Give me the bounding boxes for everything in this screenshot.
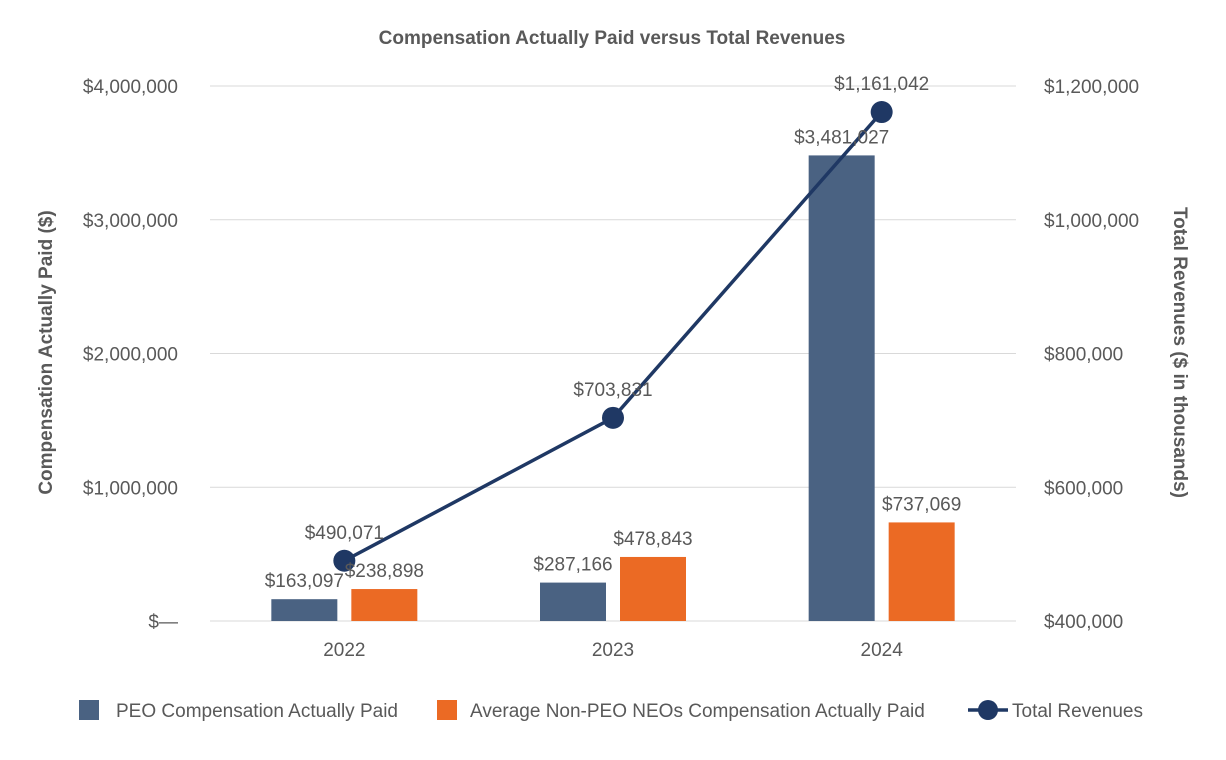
bars	[271, 155, 955, 621]
data-label-revenue: $1,161,042	[834, 74, 929, 95]
bar-neo-2023	[620, 556, 686, 621]
legend-swatch-peo	[79, 700, 99, 720]
right-tick-label: $800,000	[1044, 345, 1123, 366]
legend-label: PEO Compensation Actually Paid	[116, 701, 398, 722]
right-tick-label: $1,200,000	[1044, 77, 1139, 98]
revenue-line	[333, 101, 893, 572]
left-tick-label: $3,000,000	[83, 211, 178, 232]
left-axis-title: Compensation Actually Paid ($)	[36, 210, 57, 494]
gridlines	[210, 85, 1016, 622]
left-tick-label: $1,000,000	[83, 478, 178, 499]
x-tick-label: 2023	[592, 640, 634, 661]
data-labels: $163,097 $287,166 $3,481,027 $238,898 $478,8…	[265, 74, 962, 592]
right-tick-label: $400,000	[1044, 612, 1123, 633]
revenue-line-path	[343, 110, 883, 563]
revenue-point-2023	[602, 406, 624, 429]
left-tick-label: $—	[148, 612, 178, 633]
data-label-peo: $3,481,027	[794, 127, 889, 148]
legend-label: Average Non-PEO NEOs Compensation Actual…	[470, 701, 925, 722]
legend-swatch-neo	[437, 700, 457, 720]
legend-swatch-revenue-marker	[978, 700, 998, 720]
data-label-neo: $737,069	[882, 494, 961, 515]
right-axis-title: Total Revenues ($ in thousands)	[1169, 207, 1190, 498]
legend-label: Total Revenues	[1012, 701, 1143, 722]
data-label-peo: $287,166	[533, 555, 612, 576]
left-tick-label: $2,000,000	[83, 345, 178, 366]
x-axis-ticks: 2022 2023 2024	[323, 640, 903, 661]
bar-peo-2024	[808, 155, 875, 621]
x-tick-label: 2022	[323, 640, 365, 661]
data-label-revenue: $490,071	[305, 523, 384, 544]
bar-peo-2023	[540, 582, 606, 621]
right-axis-ticks: $400,000 $600,000 $800,000 $1,000,000 $1,200…	[1044, 77, 1139, 633]
legend: PEO Compensation Actually Paid Average No…	[79, 700, 1143, 722]
revenue-point-2024	[870, 101, 893, 124]
data-label-peo: $163,097	[265, 571, 344, 592]
data-label-revenue: $703,831	[573, 380, 652, 401]
left-axis-ticks: $— $1,000,000 $2,000,000 $3,000,000 $4,000,0…	[83, 77, 178, 633]
right-tick-label: $600,000	[1044, 478, 1123, 499]
x-tick-label: 2024	[861, 640, 904, 661]
data-label-neo: $238,898	[345, 561, 424, 582]
chart-title: Compensation Actually Paid versus Total …	[379, 28, 846, 49]
left-tick-label: $4,000,000	[83, 77, 178, 98]
data-label-neo: $478,843	[613, 529, 692, 550]
bar-neo-2024	[888, 522, 955, 621]
bar-neo-2022	[351, 589, 418, 621]
revenue-point-2022	[333, 549, 356, 572]
bar-peo-2022	[271, 599, 338, 621]
right-tick-label: $1,000,000	[1044, 211, 1139, 232]
